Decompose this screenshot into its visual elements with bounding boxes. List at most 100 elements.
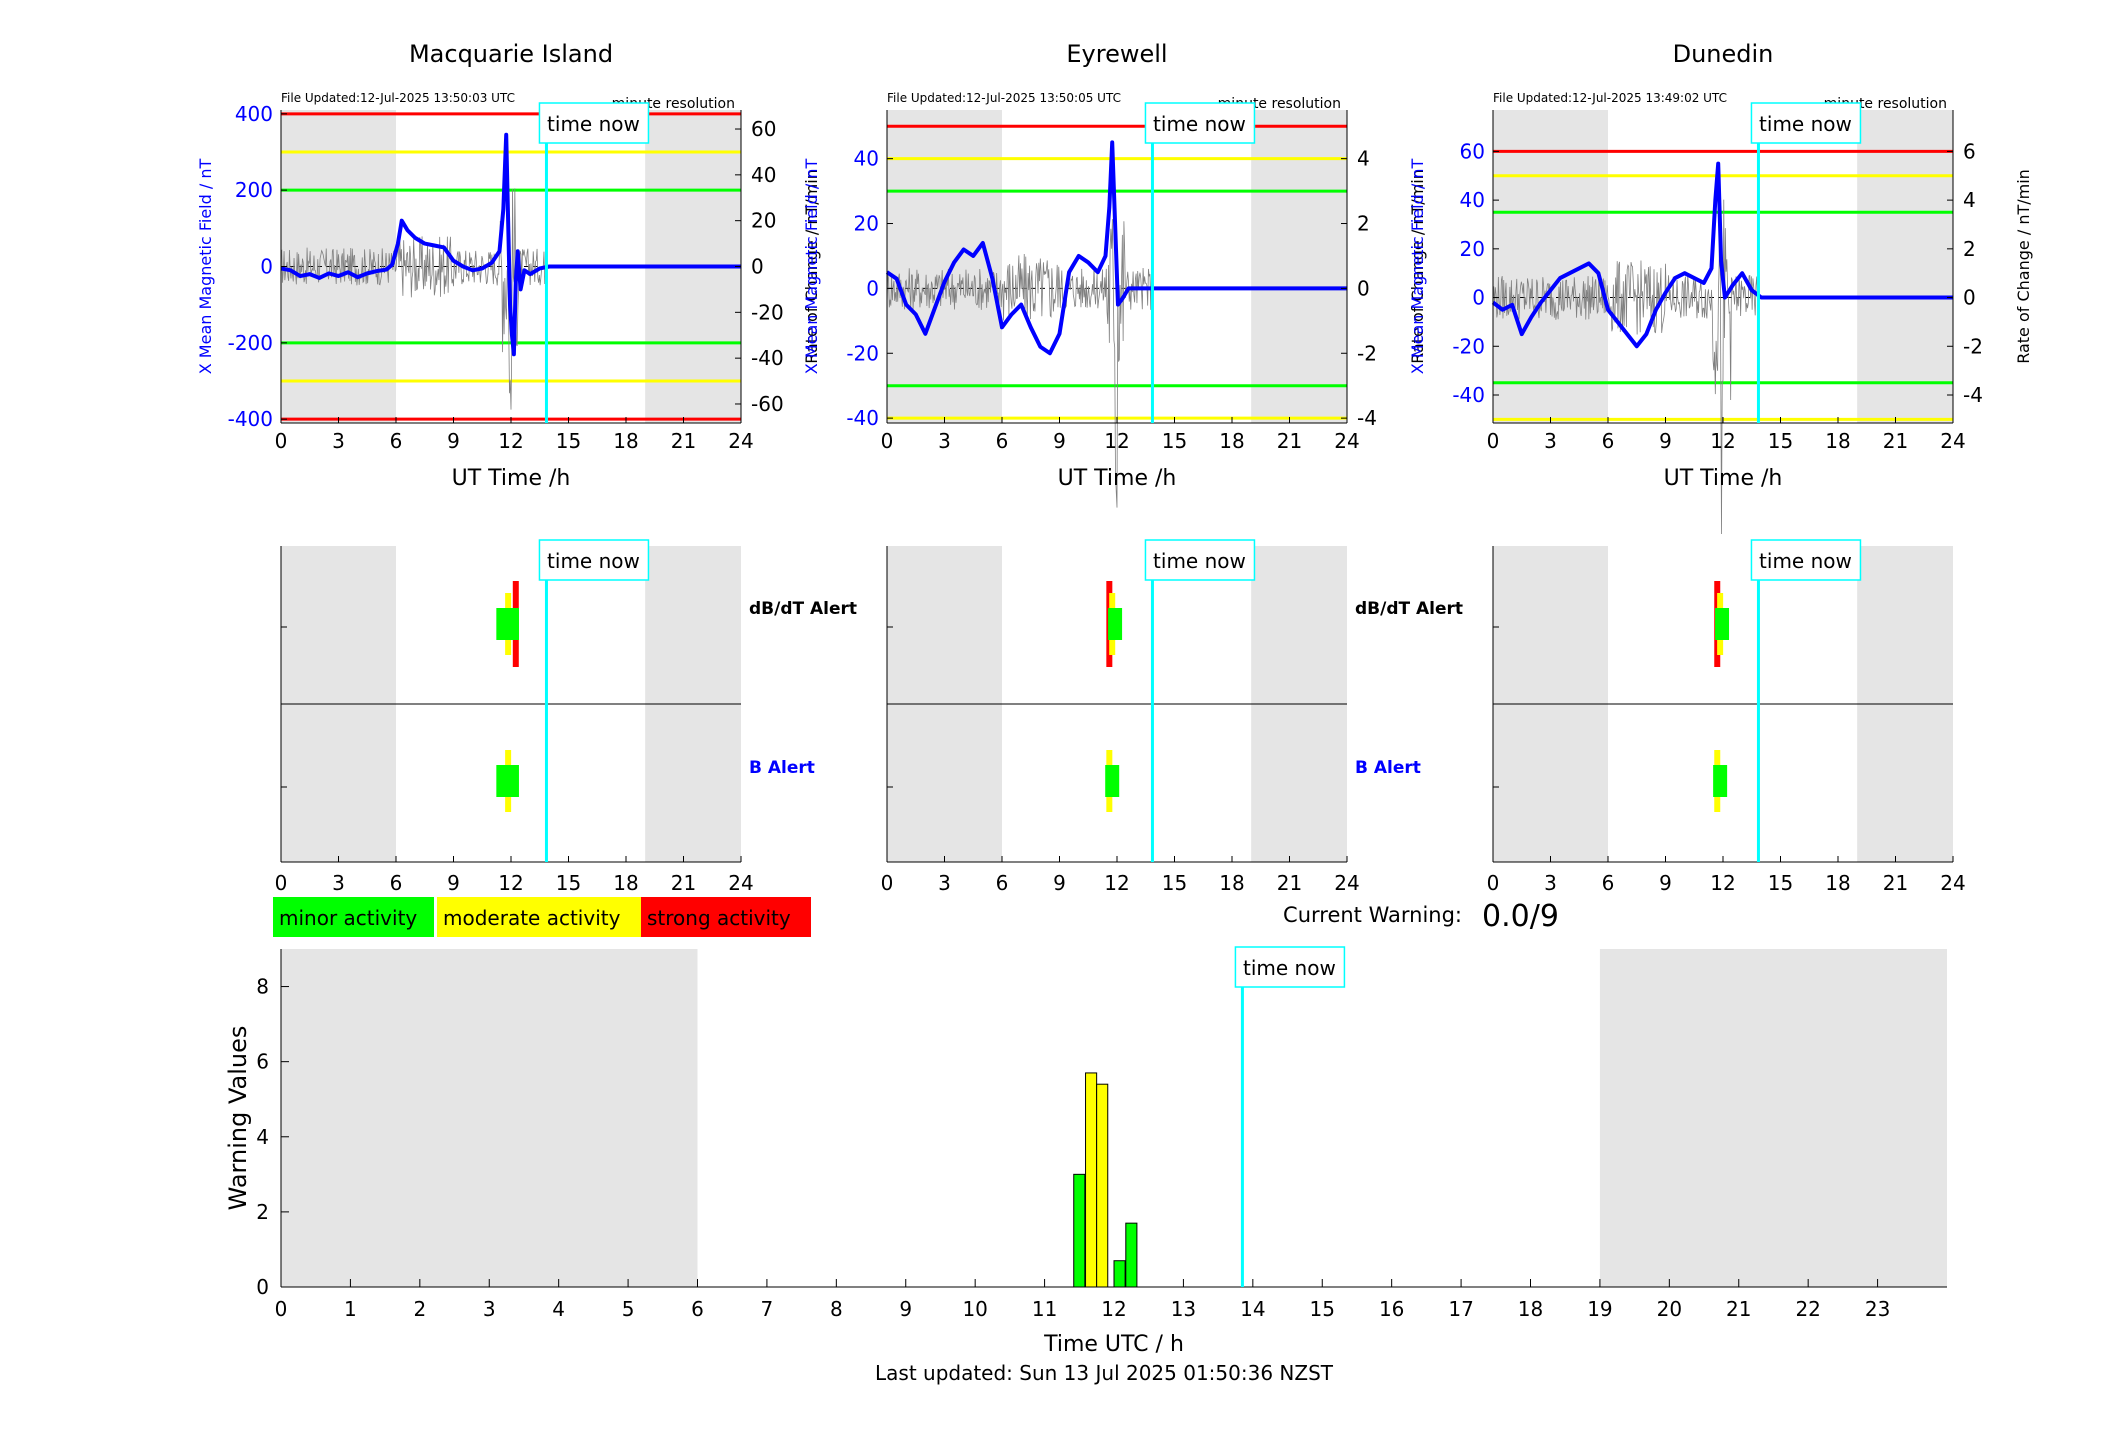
- x-tick-label: 6: [390, 429, 403, 453]
- alert-x-tick-label: 21: [1883, 871, 1908, 895]
- last-updated-footer: Last updated: Sun 13 Jul 2025 01:50:36 N…: [875, 1361, 1334, 1385]
- alert-bar-green: [1715, 608, 1730, 640]
- warning-x-tick-label: 4: [552, 1297, 565, 1321]
- right-tick-label: 60: [751, 117, 776, 141]
- mean-field-line: [885, 140, 1347, 356]
- warning-x-tick-label: 5: [622, 1297, 635, 1321]
- file-updated-text: File Updated:12-Jul-2025 13:49:02 UTC: [1493, 91, 1727, 105]
- alert-bar-green: [1713, 765, 1728, 797]
- warning-x-tick-label: 11: [1032, 1297, 1057, 1321]
- warning-x-tick-label: 10: [962, 1297, 987, 1321]
- dbdt-alert-label: dB/dT Alert: [749, 599, 857, 619]
- alert-time-now-box: [1144, 539, 1256, 581]
- dbdt-alert-label: dB/dT Alert: [1355, 599, 1463, 619]
- right-tick-label: 0: [1963, 286, 1976, 310]
- x-tick-label: 12: [498, 429, 523, 453]
- warning-y-tick-label: 0: [256, 1275, 269, 1299]
- warning-bar: [1113, 1260, 1126, 1288]
- time-now-label: time now: [1759, 112, 1852, 136]
- warning-x-tick-label: 9: [899, 1297, 912, 1321]
- left-tick-label: 0: [260, 255, 273, 279]
- right-tick-label: 0: [1357, 276, 1370, 300]
- shade-region: [1251, 110, 1347, 423]
- file-updated-text: File Updated:12-Jul-2025 13:50:03 UTC: [281, 91, 515, 105]
- warning-time-now-label: time now: [1243, 956, 1336, 980]
- warning-y-tick-label: 2: [256, 1200, 269, 1224]
- right-tick-label: -40: [751, 346, 784, 370]
- left-tick-label: 400: [235, 102, 273, 126]
- left-axis-label: X Mean Magnetic Field / nT: [1408, 159, 1427, 375]
- current-warning-label: Current Warning:: [1283, 903, 1462, 927]
- right-tick-label: 40: [751, 163, 776, 187]
- x-axis-label: UT Time /h: [1058, 466, 1177, 491]
- legend-minor-label: minor activity: [279, 906, 417, 930]
- station-title: Dunedin: [1673, 40, 1774, 68]
- right-tick-label: 0: [751, 255, 764, 279]
- alert-x-tick-label: 15: [1162, 871, 1187, 895]
- right-axis-label: Rate of Change / nT/min: [802, 169, 821, 364]
- left-tick-label: 200: [235, 178, 273, 202]
- rate-of-change-trace: [886, 219, 1152, 508]
- left-tick-label: -200: [228, 331, 273, 355]
- right-tick-label: 4: [1357, 147, 1370, 171]
- alert-x-tick-label: 24: [1940, 871, 1965, 895]
- x-tick-label: 12: [1710, 429, 1735, 453]
- legend-minor-swatch: [273, 897, 434, 937]
- right-tick-label: -20: [751, 300, 784, 324]
- warning-shade-region: [1599, 949, 1947, 1287]
- left-tick-label: -20: [1452, 334, 1485, 358]
- legend-strong-swatch: [641, 897, 811, 937]
- time-now-box: [538, 102, 650, 144]
- station-title: Eyrewell: [1066, 40, 1167, 68]
- warning-x-tick-label: 6: [691, 1297, 704, 1321]
- x-tick-label: 0: [1487, 429, 1500, 453]
- legend-moderate-label: moderate activity: [443, 906, 621, 930]
- alert-x-tick-label: 18: [1219, 871, 1244, 895]
- right-tick-label: -2: [1357, 341, 1377, 365]
- b-alert-label: B Alert: [1355, 758, 1421, 778]
- x-tick-label: 24: [1334, 429, 1359, 453]
- b-alert-label: B Alert: [749, 758, 815, 778]
- mean-field-line: [280, 132, 741, 357]
- legend-moderate-swatch: [437, 897, 641, 937]
- alert-x-tick-label: 9: [447, 871, 460, 895]
- alert-time-now-box: [538, 539, 650, 581]
- right-tick-label: -60: [751, 392, 784, 416]
- warning-x-tick-label: 22: [1795, 1297, 1820, 1321]
- left-tick-label: -20: [846, 341, 879, 365]
- warning-x-tick-label: 1: [344, 1297, 357, 1321]
- alert-bar-green: [1108, 608, 1123, 640]
- right-tick-label: -2: [1963, 334, 1983, 358]
- x-tick-label: 3: [332, 429, 345, 453]
- warning-x-tick-label: 14: [1240, 1297, 1265, 1321]
- x-tick-label: 15: [556, 429, 581, 453]
- alert-x-tick-label: 6: [390, 871, 403, 895]
- activity-legend: minor activity moderate activity strong ac…: [273, 897, 811, 937]
- time-now-box: [1750, 102, 1862, 144]
- warning-x-tick-label: 8: [830, 1297, 843, 1321]
- warning-x-tick-label: 23: [1865, 1297, 1890, 1321]
- left-tick-label: -40: [846, 406, 879, 430]
- alert-time-now-box: [1750, 539, 1862, 581]
- x-tick-label: 18: [1825, 429, 1850, 453]
- alert-x-tick-label: 21: [671, 871, 696, 895]
- warning-x-tick-label: 15: [1310, 1297, 1335, 1321]
- left-tick-label: 40: [1460, 188, 1485, 212]
- alert-x-tick-label: 18: [613, 871, 638, 895]
- warning-y-tick-label: 4: [256, 1125, 269, 1149]
- x-tick-label: 24: [1940, 429, 1965, 453]
- x-tick-label: 6: [996, 429, 1009, 453]
- warning-x-tick-label: 3: [483, 1297, 496, 1321]
- alert-x-tick-label: 18: [1825, 871, 1850, 895]
- alert-x-tick-label: 15: [556, 871, 581, 895]
- alert-x-tick-label: 3: [1544, 871, 1557, 895]
- alert-panel-0: 0 3 6 9 12 15 18 21 24 time now dB/dT Alert B Alert: [275, 539, 857, 895]
- time-now-label: time now: [547, 112, 640, 136]
- alert-x-tick-label: 3: [332, 871, 345, 895]
- left-tick-label: 20: [1460, 237, 1485, 261]
- alert-bar-green: [1105, 765, 1120, 797]
- alert-time-now-label: time now: [547, 549, 640, 573]
- x-tick-label: 21: [1883, 429, 1908, 453]
